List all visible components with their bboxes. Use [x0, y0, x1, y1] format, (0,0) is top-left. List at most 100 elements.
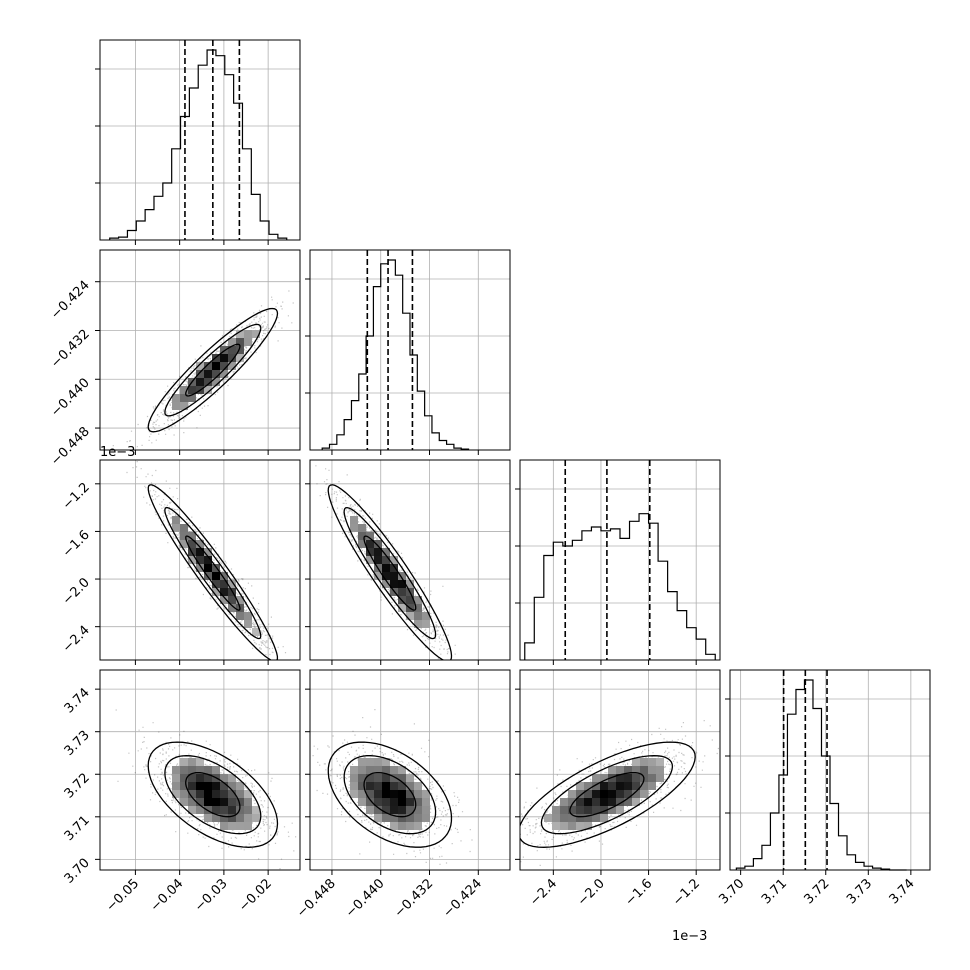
density-cell	[228, 790, 236, 798]
contour-line	[164, 323, 262, 417]
density-cell	[188, 532, 196, 540]
density-cell	[374, 540, 382, 548]
density-cell	[398, 604, 406, 612]
density-cell	[172, 790, 180, 798]
y-tick-label-1: −0.448	[48, 424, 93, 469]
y-tick-label-3: 3.73	[62, 728, 93, 759]
panel-frame	[309, 669, 511, 871]
density-cell	[350, 524, 358, 532]
density-cell	[188, 766, 196, 774]
density-cell	[212, 580, 220, 588]
density-cell	[382, 758, 390, 766]
density-cell	[204, 766, 212, 774]
density-cell	[422, 620, 430, 628]
density-cell	[600, 774, 608, 782]
density-cell	[414, 782, 422, 790]
density-cell	[560, 798, 568, 806]
density-cell	[220, 572, 228, 580]
density-cell	[584, 822, 592, 830]
y-offset-label: 1e−3	[100, 445, 135, 460]
histogram-step	[524, 513, 716, 660]
density-cell	[592, 798, 600, 806]
density-cell	[648, 766, 656, 774]
density-cell	[358, 790, 366, 798]
density-cell	[390, 572, 398, 580]
density-cell	[188, 556, 196, 564]
density-cell	[640, 766, 648, 774]
density-cell	[374, 766, 382, 774]
density-cell	[188, 782, 196, 790]
density-cell	[382, 564, 390, 572]
density-cell	[656, 774, 664, 782]
density-cell	[600, 782, 608, 790]
density-cell	[568, 790, 576, 798]
density-cell	[398, 798, 406, 806]
density-cell	[212, 790, 220, 798]
density-cell	[632, 774, 640, 782]
panel-background	[100, 250, 300, 450]
y-tick-label-2: −1.2	[60, 480, 93, 513]
density-cell	[366, 790, 374, 798]
density-cell	[374, 798, 382, 806]
density-cell	[624, 782, 632, 790]
density-cell	[568, 814, 576, 822]
scatter-panel-0-1	[95, 249, 301, 455]
density-cell	[204, 798, 212, 806]
density-cell	[374, 556, 382, 564]
density-cell	[648, 774, 656, 782]
density-cell	[640, 790, 648, 798]
density-cell	[196, 378, 204, 386]
density-cell	[584, 806, 592, 814]
density-cell	[422, 790, 430, 798]
density-cell	[358, 798, 366, 806]
density-cell	[188, 386, 196, 394]
density-cell	[382, 572, 390, 580]
density-cell	[204, 814, 212, 822]
density-cell	[584, 814, 592, 822]
density-cell	[568, 798, 576, 806]
density-cell	[244, 806, 252, 814]
density-cell	[236, 346, 244, 354]
x-tick-label-2: −2.0	[575, 876, 608, 909]
density-cell	[608, 766, 616, 774]
density-cell	[366, 774, 374, 782]
scatter-panel-1-3	[305, 669, 511, 875]
density-cell	[236, 596, 244, 604]
density-cell	[422, 612, 430, 620]
density-cell	[252, 806, 260, 814]
density-cell	[374, 814, 382, 822]
x-tick-label-3: 3.72	[801, 876, 832, 907]
density-cell	[252, 628, 260, 636]
contour-line	[343, 506, 437, 640]
density-cell	[180, 386, 188, 394]
density-cell	[632, 782, 640, 790]
density-cell	[600, 790, 608, 798]
density-cell	[212, 370, 220, 378]
density-cell	[576, 790, 584, 798]
density-cell	[228, 806, 236, 814]
density-cell	[212, 766, 220, 774]
contour-line	[343, 755, 437, 835]
density-cell	[608, 806, 616, 814]
contour-line	[327, 741, 453, 848]
density-cell	[172, 766, 180, 774]
panel-frame	[519, 669, 721, 871]
density-cell	[350, 516, 358, 524]
x-tick-label-2: −1.2	[670, 876, 703, 909]
density-cell	[180, 532, 188, 540]
density-cell	[188, 790, 196, 798]
x-tick-label-1: −0.448	[294, 876, 339, 921]
density-cell	[390, 774, 398, 782]
density-cell	[576, 814, 584, 822]
density-cell	[414, 620, 422, 628]
density-cell	[616, 774, 624, 782]
density-cell	[188, 758, 196, 766]
density-cell	[560, 814, 568, 822]
density-cell	[172, 774, 180, 782]
density-cell	[180, 402, 188, 410]
density-cell	[366, 806, 374, 814]
density-cell	[366, 782, 374, 790]
density-cell	[398, 814, 406, 822]
density-cell	[374, 758, 382, 766]
density-cell	[236, 612, 244, 620]
